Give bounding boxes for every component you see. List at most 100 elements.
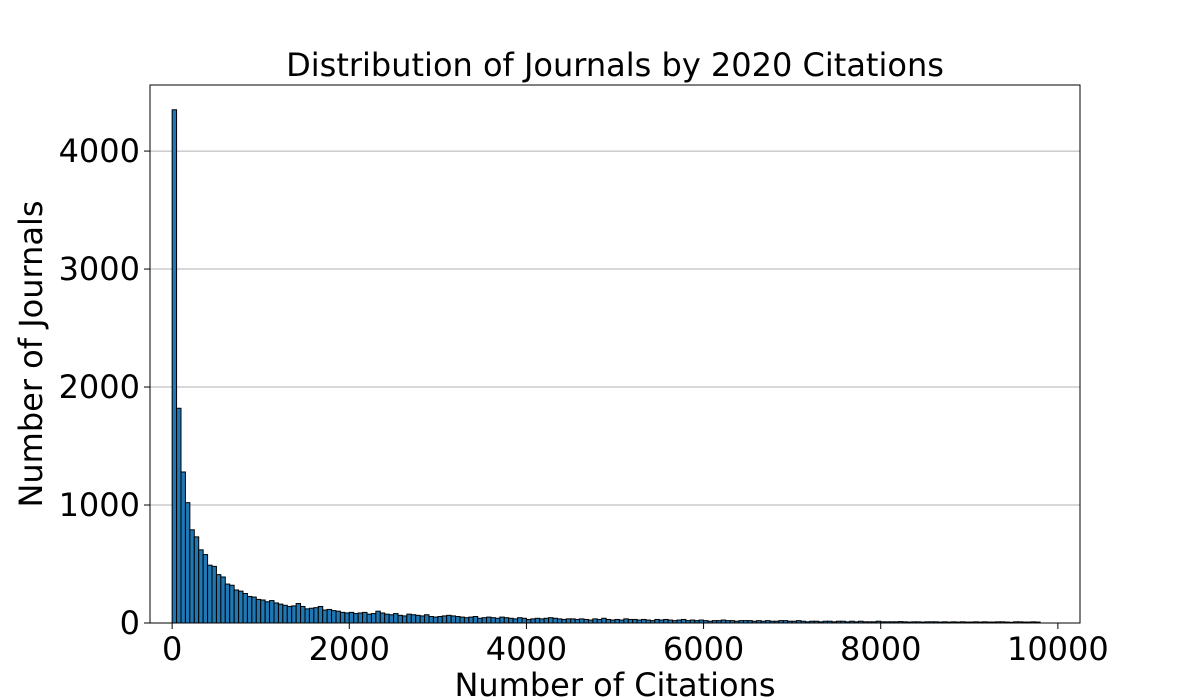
- x-axis-label: Number of Citations: [454, 666, 775, 700]
- histogram-bar: [370, 613, 377, 624]
- histogram-bar: [260, 599, 266, 624]
- histogram-bar: [654, 618, 660, 624]
- x-tick-label: 2000: [309, 630, 390, 668]
- histogram-bar: [517, 617, 523, 624]
- histogram-bar: [468, 616, 474, 624]
- histogram-bar: [406, 613, 412, 624]
- histogram-bar: [415, 614, 421, 624]
- histogram-bar: [446, 614, 452, 624]
- chart-title: Distribution of Journals by 2020 Citatio…: [286, 46, 944, 84]
- histogram-bar: [269, 600, 275, 624]
- histogram-bar: [477, 617, 483, 624]
- histogram-bar: [424, 614, 430, 624]
- histogram-bar: [189, 529, 195, 624]
- histogram-bar: [499, 616, 505, 624]
- histogram-bar: [207, 564, 213, 624]
- histogram-bar: [486, 616, 492, 624]
- histogram-bar: [264, 601, 271, 624]
- histogram-bar: [556, 618, 563, 624]
- histogram-bar: [308, 607, 315, 624]
- histogram-bar: [592, 618, 598, 624]
- histogram-bar: [605, 618, 612, 624]
- histogram-bar: [583, 618, 589, 624]
- histogram-bar: [552, 617, 558, 624]
- histogram-bar: [632, 618, 638, 624]
- grid-lines: [150, 150, 1080, 506]
- histogram-bar: [521, 617, 527, 624]
- histogram-bar: [322, 609, 328, 624]
- histogram-bar: [211, 565, 217, 624]
- histogram-bar: [362, 611, 368, 624]
- histogram-bar: [375, 610, 381, 624]
- histogram-bar: [459, 616, 465, 624]
- histogram-bar: [255, 598, 262, 624]
- histogram-bar: [282, 604, 288, 624]
- histogram-bar: [601, 617, 607, 624]
- histogram-bar: [233, 589, 240, 624]
- histogram-bar: [472, 616, 479, 624]
- y-tick-label: 2000: [59, 368, 140, 406]
- histogram-bar: [215, 574, 222, 624]
- histogram-bar: [397, 614, 403, 624]
- histogram-bar: [273, 602, 279, 624]
- histogram-bar: [428, 616, 434, 624]
- histogram-bar: [574, 618, 581, 624]
- histogram-bar: [339, 611, 346, 624]
- histogram-bar: [379, 612, 386, 624]
- histogram-bar: [561, 618, 567, 624]
- x-tick-label: 8000: [840, 630, 921, 668]
- histogram-bar: [570, 618, 576, 624]
- histogram-bar: [627, 618, 634, 624]
- histogram-bar: [291, 605, 297, 624]
- histogram-bar: [180, 471, 186, 624]
- histogram-bar: [331, 610, 337, 624]
- plot-frame: [149, 84, 1081, 624]
- histogram-bar: [229, 584, 235, 624]
- x-tick-label: 10000: [1007, 630, 1109, 668]
- histogram-bar: [437, 616, 443, 624]
- histogram-bar: [326, 608, 333, 624]
- histogram-bar: [317, 605, 324, 624]
- y-axis-label: Number of Journals: [12, 200, 50, 507]
- histogram-bar: [388, 614, 395, 624]
- y-tick-label: 4000: [59, 132, 140, 170]
- histogram-bar: [242, 593, 248, 624]
- histogram-bar: [202, 554, 209, 624]
- histogram-bar: [530, 618, 536, 624]
- histogram-bar: [366, 613, 372, 624]
- histogram-bar: [246, 595, 253, 624]
- histogram-bar: [490, 617, 496, 624]
- y-tick-label: 1000: [59, 486, 140, 524]
- histogram-bar: [508, 617, 514, 624]
- axis-ticks: 0 2000 4000 6000 8000 10000 0 1000 2000 3000 4000: [59, 132, 1109, 668]
- histogram-bar: [512, 618, 519, 624]
- histogram-bar: [455, 616, 461, 624]
- histogram-bar: [481, 617, 488, 624]
- histogram-bar: [238, 590, 244, 624]
- histogram-bar: [463, 617, 470, 624]
- y-tick-label: 3000: [59, 250, 140, 288]
- histogram-bar: [220, 576, 226, 624]
- histogram-bar: [313, 607, 319, 624]
- histogram-bar: [344, 612, 350, 624]
- histogram-bar: [384, 613, 390, 624]
- histogram-bar: [680, 618, 687, 624]
- histogram-bar: [596, 618, 603, 624]
- histogram-bar: [579, 618, 585, 624]
- histogram-bar: [614, 618, 620, 624]
- histogram-bars: [171, 109, 1041, 624]
- histogram-bar: [494, 617, 501, 624]
- histogram-bar: [441, 615, 448, 624]
- histogram-bar: [198, 549, 204, 624]
- x-tick-label: 0: [162, 630, 182, 668]
- histogram-bar: [450, 615, 457, 624]
- histogram-bar: [184, 502, 191, 624]
- histogram-bar: [353, 613, 359, 624]
- histogram-bar: [503, 617, 510, 624]
- histogram-bar: [193, 536, 200, 624]
- histogram-bar: [171, 109, 178, 624]
- histogram-bar: [548, 617, 554, 624]
- histogram-bar: [224, 583, 231, 624]
- histogram-bar: [295, 603, 302, 624]
